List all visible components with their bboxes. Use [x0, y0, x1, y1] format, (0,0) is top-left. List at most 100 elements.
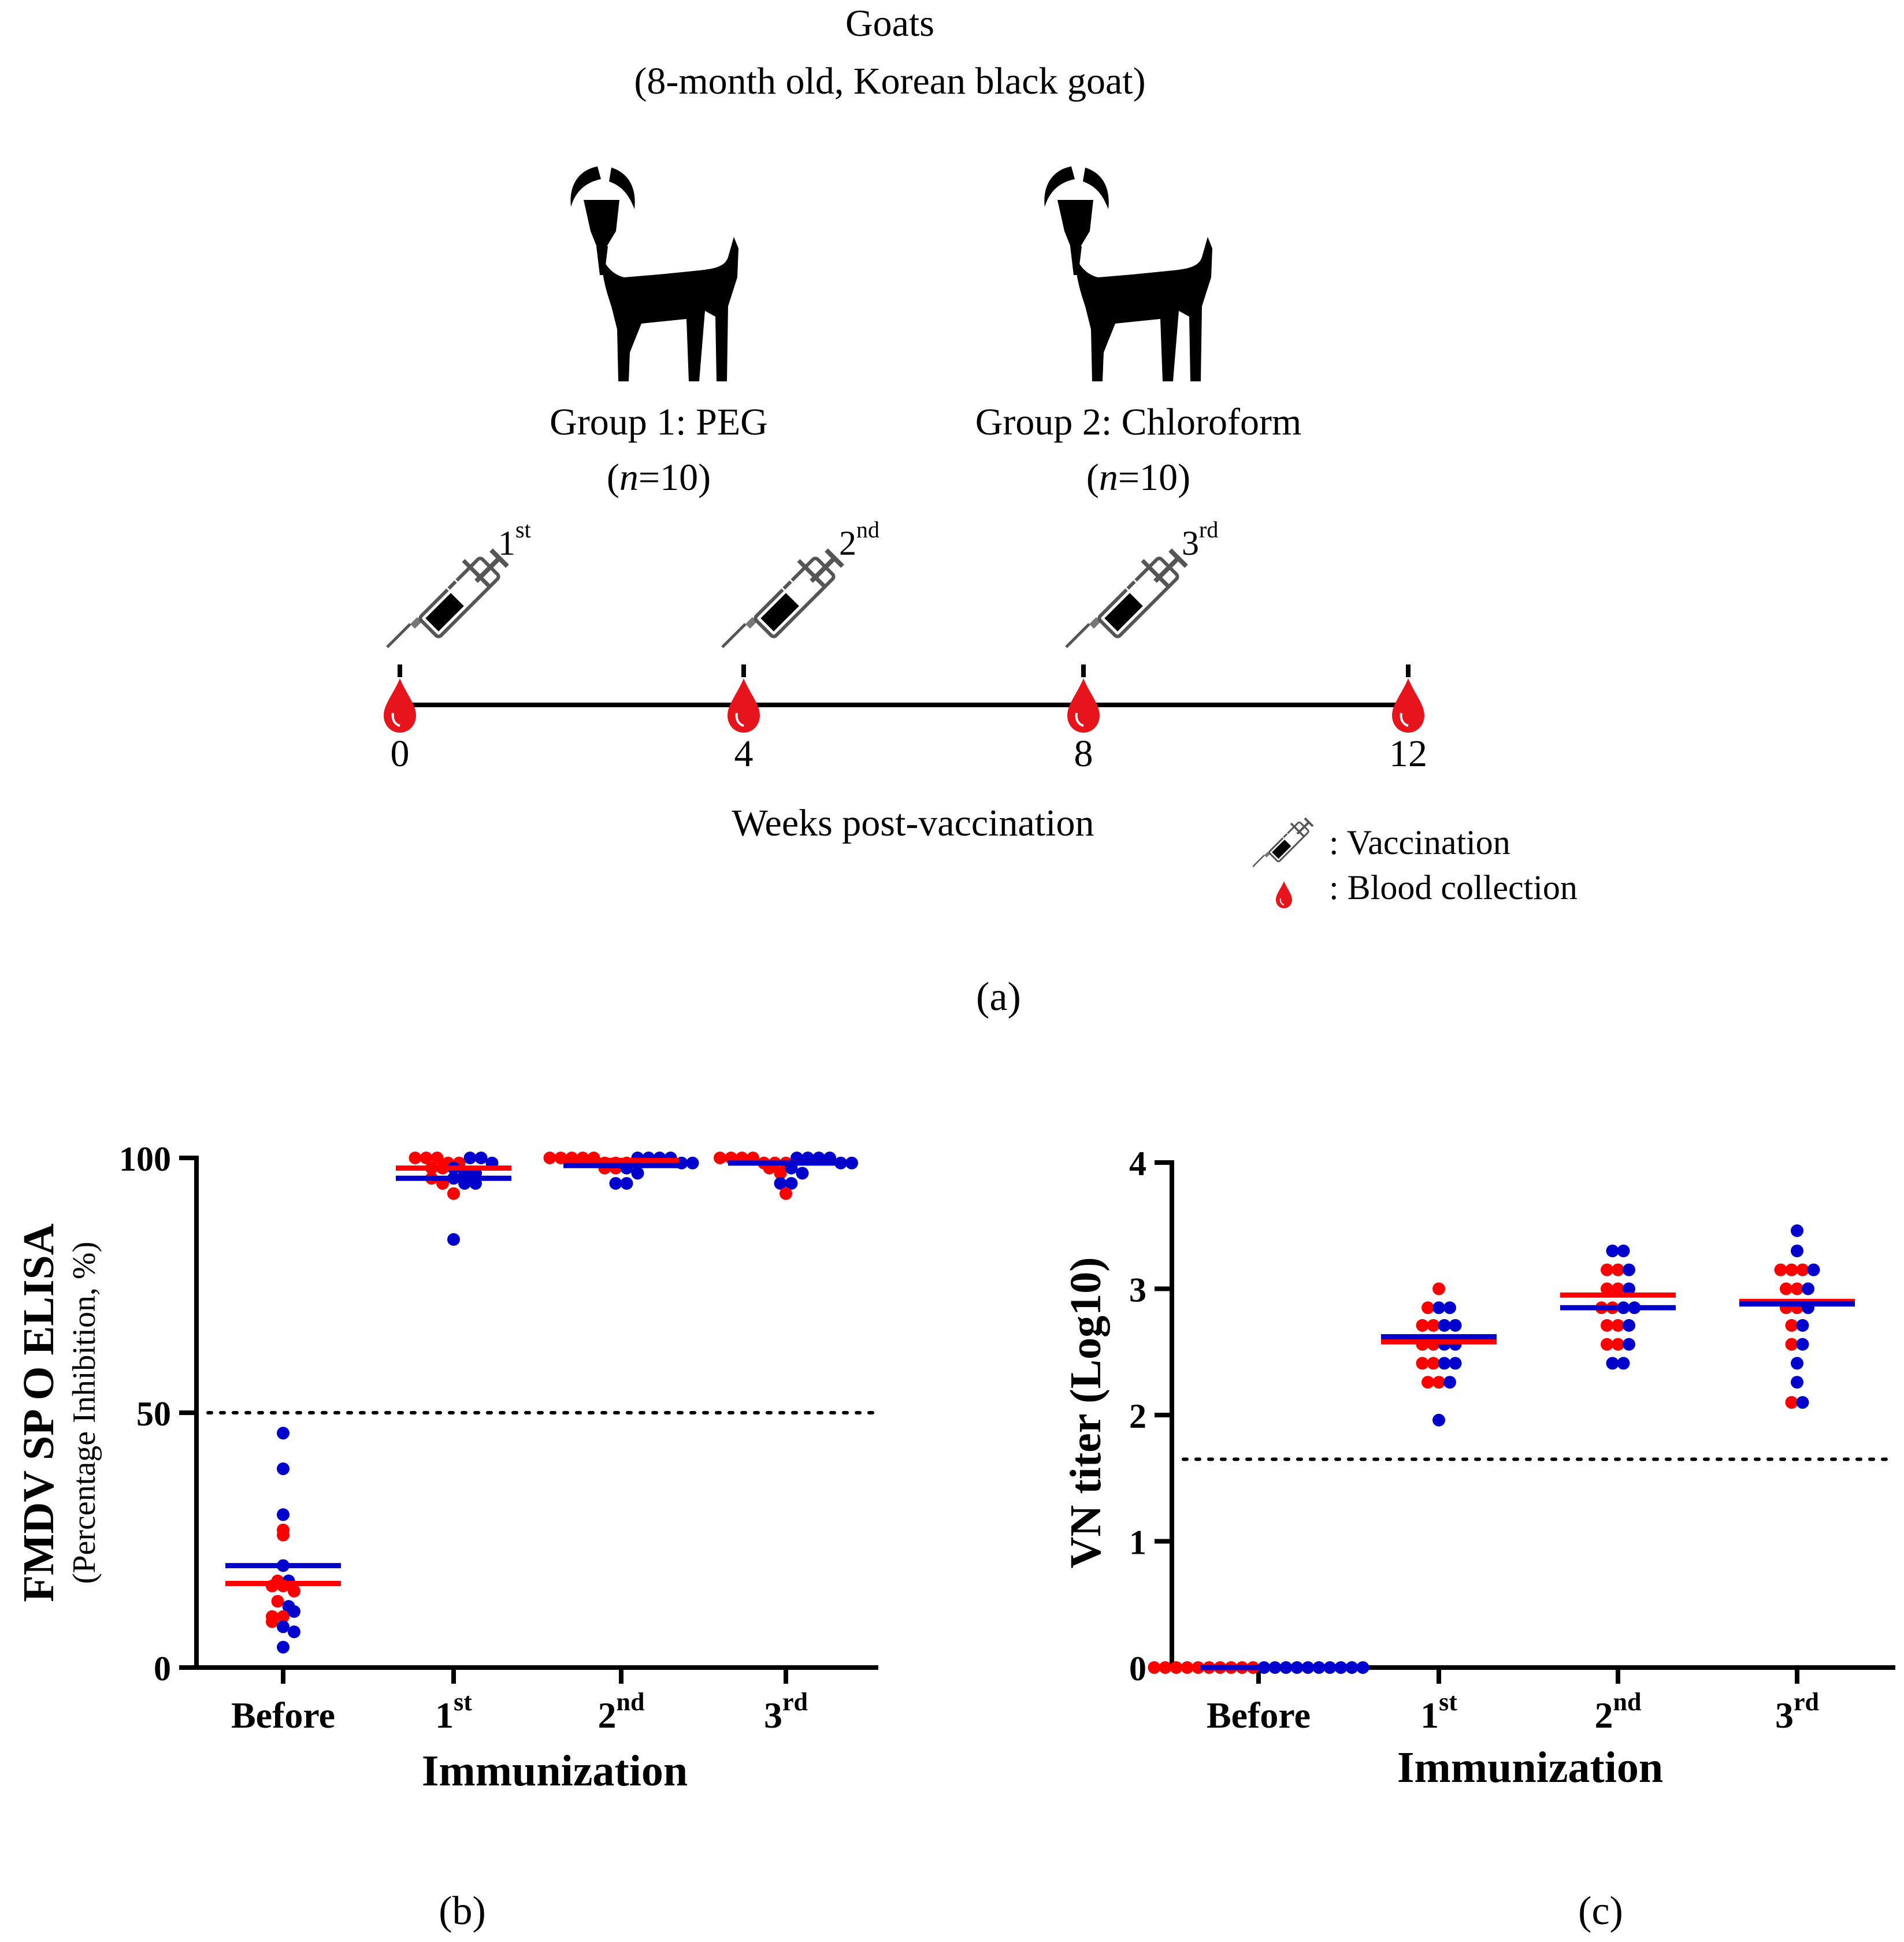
data-point	[271, 1595, 284, 1608]
data-point	[1617, 1244, 1630, 1257]
data-point	[796, 1167, 809, 1180]
data-point	[714, 1152, 726, 1164]
data-point	[1601, 1338, 1613, 1351]
group-2-n: (n=10)	[1086, 456, 1190, 499]
data-point	[277, 1508, 290, 1521]
data-point	[277, 1427, 290, 1440]
x-tick-label: 2nd	[1595, 1688, 1642, 1736]
y-tick-label: 2	[1129, 1397, 1146, 1435]
week-label: 8	[1074, 733, 1093, 775]
data-point	[1443, 1301, 1456, 1315]
syringe-icon-dose-2	[722, 550, 842, 647]
dose-3-label: 3rd	[1182, 517, 1218, 562]
data-point	[1774, 1263, 1787, 1276]
data-point	[1148, 1661, 1161, 1674]
y-axis-label: VN titer (Log10)	[1062, 1257, 1110, 1569]
data-point	[266, 1615, 279, 1628]
data-point	[474, 1152, 488, 1164]
data-point	[1427, 1319, 1440, 1332]
goat-icon-group-1	[570, 166, 738, 381]
syringe-icon	[1252, 817, 1314, 868]
data-point	[288, 1605, 300, 1618]
data-point	[1802, 1282, 1814, 1295]
data-point	[277, 1620, 290, 1633]
data-point	[1612, 1319, 1624, 1332]
data-point	[1312, 1661, 1326, 1674]
data-point	[845, 1156, 858, 1169]
data-point	[1432, 1301, 1445, 1315]
y-tick-label: 0	[154, 1650, 171, 1688]
data-point	[430, 1152, 444, 1164]
data-point	[1181, 1661, 1194, 1674]
diagram-subtitle: (8-month old, Korean black goat)	[634, 60, 1145, 102]
data-point	[1432, 1413, 1445, 1427]
data-point	[631, 1167, 644, 1180]
legend-blood-label: : Blood collection	[1329, 868, 1578, 907]
timeline-axis-label: Weeks post-vaccination	[732, 802, 1094, 844]
y-tick-label: 50	[136, 1395, 171, 1433]
data-point	[1623, 1319, 1635, 1332]
x-tick-label: 3rd	[764, 1688, 808, 1736]
data-point	[1421, 1376, 1434, 1389]
goat-icon-group-2	[1044, 166, 1212, 381]
data-point	[1791, 1282, 1803, 1295]
data-point	[1323, 1661, 1337, 1674]
data-point	[277, 1462, 290, 1476]
data-point	[1612, 1282, 1624, 1295]
data-point	[1606, 1244, 1619, 1257]
data-point	[420, 1152, 433, 1164]
data-point	[1356, 1661, 1369, 1674]
data-point	[1796, 1338, 1809, 1351]
data-point	[1796, 1319, 1809, 1332]
blood-drop-icon	[383, 677, 417, 734]
legend-vaccination-label: : Vaccination	[1329, 823, 1510, 862]
data-point	[1601, 1319, 1613, 1332]
data-point	[1170, 1661, 1183, 1674]
data-point	[785, 1177, 798, 1190]
group-2-label: Group 2: Chloroform	[975, 401, 1302, 443]
blood-drop-icon	[726, 677, 761, 734]
data-point	[1416, 1357, 1429, 1370]
data-point	[1438, 1357, 1451, 1370]
data-point	[1791, 1224, 1803, 1237]
data-point	[1791, 1244, 1803, 1257]
data-point	[1612, 1263, 1624, 1276]
x-axis-label: Immunization	[422, 1747, 688, 1795]
data-point	[1623, 1263, 1635, 1276]
data-point	[288, 1584, 300, 1598]
data-point	[447, 1187, 460, 1200]
data-point	[277, 1640, 290, 1654]
data-point	[1438, 1319, 1451, 1332]
diagram-title: Goats	[845, 2, 934, 44]
dose-2-label: 2nd	[839, 517, 879, 562]
panel-c-label: (c)	[1578, 1889, 1623, 1933]
data-point	[1443, 1376, 1456, 1389]
data-point	[277, 1528, 290, 1542]
week-label: 0	[391, 733, 410, 775]
data-point	[1785, 1338, 1798, 1351]
group-1-label: Group 1: PEG	[550, 401, 768, 443]
data-point	[1785, 1319, 1798, 1332]
panel-b-label: (b)	[439, 1889, 486, 1933]
data-point	[1791, 1376, 1803, 1389]
y-tick-label: 100	[119, 1140, 171, 1178]
week-label: 12	[1389, 733, 1427, 775]
data-point	[1601, 1282, 1613, 1295]
data-point	[774, 1177, 787, 1190]
blood-drop-icon	[1391, 677, 1426, 734]
data-point	[409, 1152, 422, 1164]
data-point	[1807, 1263, 1820, 1276]
data-point	[1449, 1357, 1462, 1370]
panel-a-label: (a)	[976, 975, 1021, 1019]
data-point	[543, 1152, 556, 1164]
week-label: 4	[734, 733, 754, 775]
data-point	[1785, 1396, 1798, 1409]
data-point	[1345, 1661, 1359, 1674]
data-point	[1796, 1263, 1809, 1276]
data-point	[609, 1177, 622, 1190]
vn-titer-chart: 0 1 2 3 4 Before 1st 2nd 3rd VN titer (Log10) Im…	[1062, 1145, 1897, 1933]
x-axis-label: Immunization	[1397, 1743, 1663, 1792]
data-point	[1432, 1376, 1445, 1389]
x-tick-label: Before	[1207, 1695, 1311, 1736]
